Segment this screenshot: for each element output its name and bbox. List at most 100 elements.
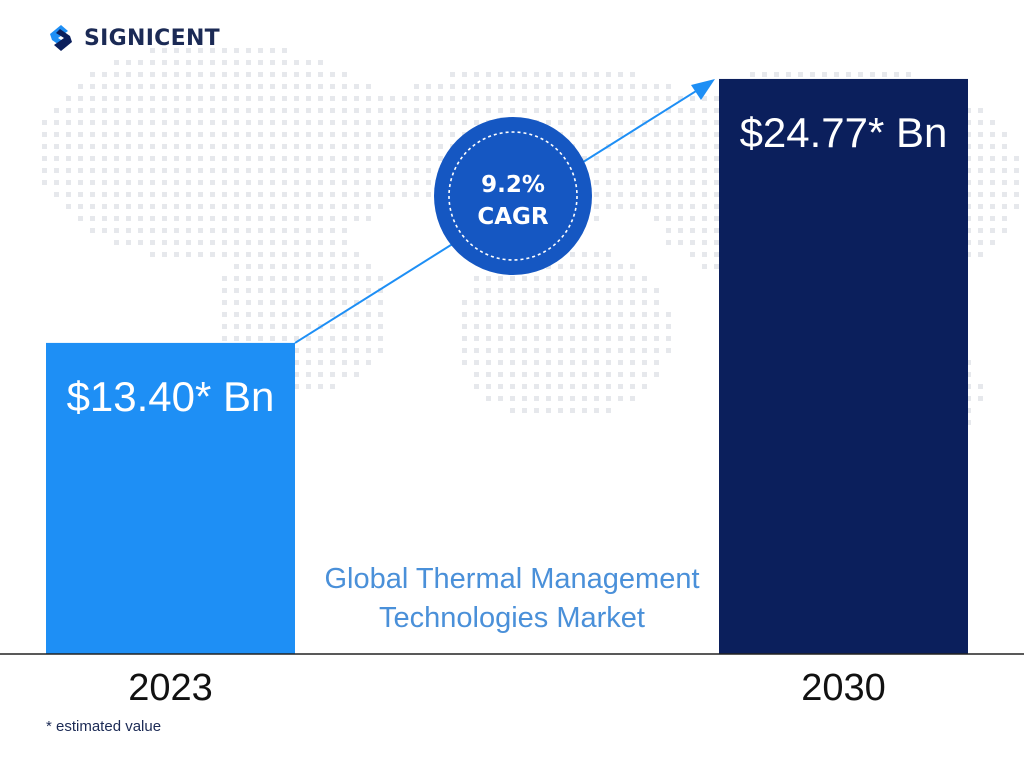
map-dot [522,96,527,101]
map-dot [162,144,167,149]
map-dot [234,300,239,305]
chart-title-line-2: Technologies Market [379,602,645,634]
map-dot [426,132,431,137]
map-dot [630,96,635,101]
map-dot [42,168,47,173]
map-dot [342,276,347,281]
map-dot [990,156,995,161]
map-dot [486,84,491,89]
map-dot [318,84,323,89]
bar-2030 [719,78,968,654]
map-dot [630,288,635,293]
map-dot [114,156,119,161]
map-dot [222,276,227,281]
map-dot [690,132,695,137]
map-dot [342,180,347,185]
map-dot [966,144,971,149]
map-dot [678,204,683,209]
map-dot [990,228,995,233]
map-dot [426,156,431,161]
map-dot [342,144,347,149]
map-dot [174,72,179,77]
map-dot [714,156,719,161]
map-dot [186,96,191,101]
map-dot [462,72,467,77]
map-dot [234,276,239,281]
map-dot [582,120,587,125]
map-dot [222,168,227,173]
map-dot [234,120,239,125]
map-dot [618,372,623,377]
map-dot [210,84,215,89]
labels-group: $13.40* Bn 2023 $24.77* Bn 2030 [67,109,948,709]
map-dot [102,216,107,221]
map-dot [498,84,503,89]
map-dot [162,132,167,137]
map-dot [306,252,311,257]
map-dot [306,108,311,113]
map-dot [714,192,719,197]
map-dot [282,72,287,77]
map-dot [414,180,419,185]
map-dot [414,192,419,197]
map-dot [126,84,131,89]
map-dot [234,240,239,245]
map-dot [846,72,851,77]
map-dot [966,156,971,161]
map-dot [318,144,323,149]
map-dot [126,156,131,161]
map-dot [462,108,467,113]
map-dot [186,48,191,53]
map-dot [318,360,323,365]
map-dot [426,192,431,197]
map-dot [186,252,191,257]
map-dot [270,156,275,161]
map-dot [222,144,227,149]
map-dot [642,96,647,101]
map-dot [366,96,371,101]
map-dot [450,120,455,125]
map-dot [174,108,179,113]
map-dot [234,336,239,341]
map-dot [486,336,491,341]
map-dot [186,240,191,245]
map-dot [66,180,71,185]
map-dot [78,120,83,125]
map-dot [270,312,275,317]
map-dot [366,360,371,365]
map-dot [366,180,371,185]
map-dot [102,144,107,149]
map-dot [294,288,299,293]
map-dot [390,132,395,137]
map-dot [90,216,95,221]
map-dot [618,144,623,149]
map-dot [714,216,719,221]
map-dot [306,72,311,77]
map-dot [402,108,407,113]
map-dot [654,120,659,125]
map-dot [618,72,623,77]
map-dot [246,300,251,305]
map-dot [270,84,275,89]
map-dot [234,264,239,269]
map-dot [258,264,263,269]
map-dot [150,60,155,65]
map-dot [330,108,335,113]
map-dot [126,132,131,137]
map-dot [498,96,503,101]
map-dot [234,204,239,209]
map-dot [654,348,659,353]
map-dot [978,384,983,389]
map-dot [342,372,347,377]
map-dot [474,348,479,353]
map-dot [306,156,311,161]
map-dot [642,300,647,305]
map-dot [558,372,563,377]
map-dot [426,108,431,113]
map-dot [522,84,527,89]
map-dot [498,336,503,341]
map-dot [78,204,83,209]
map-dot [150,204,155,209]
map-dot [150,216,155,221]
map-dot [750,72,755,77]
